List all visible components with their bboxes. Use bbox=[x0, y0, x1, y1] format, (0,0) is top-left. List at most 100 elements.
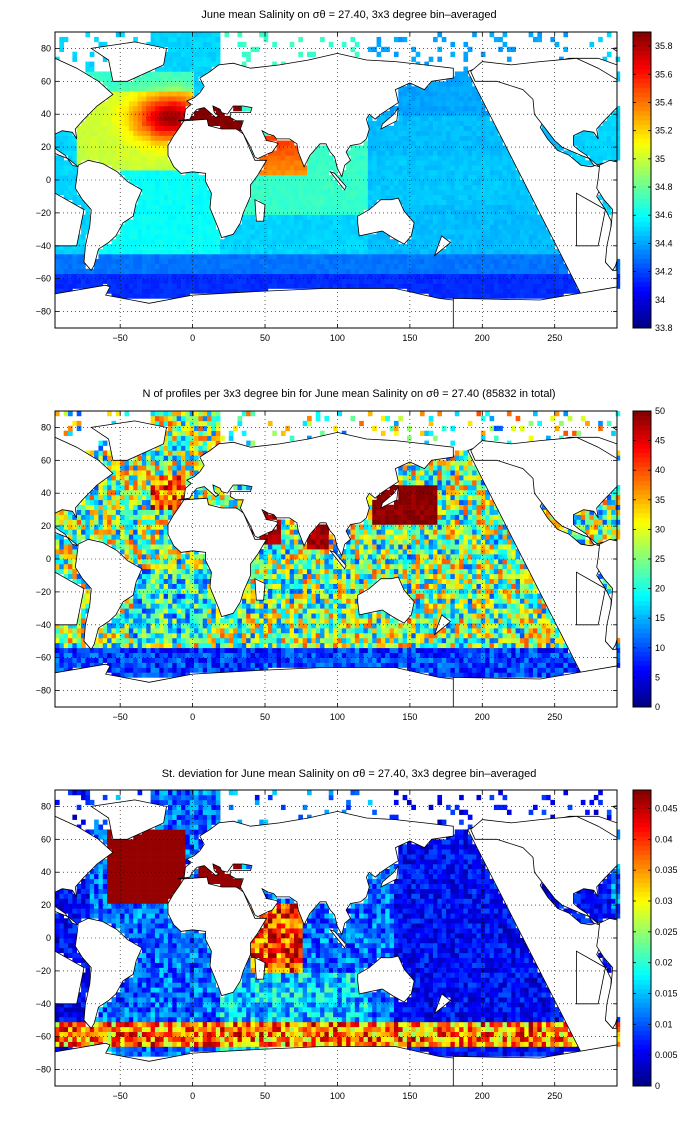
heatmap-cell bbox=[159, 180, 164, 186]
heatmap-cell bbox=[154, 460, 160, 466]
heatmap-cell bbox=[328, 273, 334, 279]
heatmap-cell bbox=[293, 268, 299, 275]
heatmap-cell bbox=[406, 244, 412, 250]
heatmap-cell bbox=[167, 489, 173, 496]
heatmap-cell bbox=[511, 219, 516, 225]
heatmap-cell bbox=[615, 76, 621, 82]
heatmap-cell bbox=[102, 489, 108, 496]
heatmap-cell bbox=[550, 258, 556, 265]
heatmap-cell bbox=[459, 120, 464, 127]
heatmap-cell bbox=[302, 199, 308, 205]
heatmap-cell bbox=[176, 254, 182, 260]
heatmap-cell bbox=[228, 115, 234, 122]
heatmap-cell bbox=[263, 224, 269, 230]
heatmap-cell bbox=[172, 219, 177, 225]
heatmap-cell bbox=[68, 263, 73, 270]
heatmap-cell bbox=[337, 283, 343, 289]
heatmap-cell bbox=[402, 273, 408, 279]
heatmap-cell bbox=[163, 140, 169, 146]
heatmap-cell bbox=[63, 647, 69, 654]
heatmap-cell bbox=[354, 219, 360, 225]
heatmap-cell bbox=[467, 268, 473, 275]
heatmap-cell bbox=[376, 278, 382, 284]
heatmap-cell bbox=[120, 549, 125, 555]
heatmap-cell bbox=[411, 209, 416, 215]
heatmap-cell bbox=[141, 175, 147, 181]
heatmap-cell bbox=[107, 135, 112, 141]
heatmap-cell bbox=[354, 239, 360, 245]
heatmap-cell bbox=[63, 258, 69, 265]
heatmap-cell bbox=[502, 155, 508, 161]
heatmap-cell bbox=[111, 239, 117, 245]
heatmap-cell bbox=[298, 249, 303, 255]
heatmap-cell bbox=[163, 41, 169, 48]
heatmap-cell bbox=[146, 180, 151, 186]
heatmap-cell bbox=[446, 288, 451, 294]
heatmap-cell bbox=[224, 239, 230, 245]
heatmap-cell bbox=[241, 61, 247, 67]
heatmap-cell bbox=[315, 189, 321, 196]
heatmap-cell bbox=[472, 283, 477, 289]
heatmap-cell bbox=[163, 155, 169, 161]
heatmap-cell bbox=[441, 81, 447, 87]
heatmap-cell bbox=[298, 51, 303, 57]
heatmap-cell bbox=[150, 504, 156, 510]
heatmap-cell bbox=[68, 534, 73, 540]
heatmap-cell bbox=[63, 667, 69, 673]
heatmap-cell bbox=[81, 145, 86, 151]
heatmap-cell bbox=[150, 563, 156, 570]
heatmap-cell bbox=[211, 46, 217, 53]
heatmap-cell bbox=[541, 278, 547, 284]
heatmap-cell bbox=[411, 91, 416, 97]
heatmap-cell bbox=[120, 603, 125, 609]
heatmap-cell bbox=[163, 165, 169, 171]
heatmap-cell bbox=[450, 268, 456, 275]
heatmap-cell bbox=[433, 150, 438, 156]
heatmap-cell bbox=[133, 278, 138, 284]
heatmap-cell bbox=[137, 194, 143, 201]
heatmap-cell bbox=[467, 120, 473, 127]
heatmap-cell bbox=[289, 175, 295, 181]
x-tick-label: 250 bbox=[547, 333, 562, 343]
heatmap-cell bbox=[302, 219, 308, 225]
colorbar-segment bbox=[633, 193, 651, 199]
heatmap-cell bbox=[311, 204, 317, 210]
heatmap-cell bbox=[181, 46, 186, 53]
heatmap-cell bbox=[254, 180, 260, 186]
heatmap-cell bbox=[454, 254, 460, 260]
heatmap-cell bbox=[120, 244, 125, 250]
heatmap-cell bbox=[463, 189, 469, 196]
heatmap-cell bbox=[467, 204, 473, 210]
heatmap-cell bbox=[346, 224, 351, 230]
heatmap-cell bbox=[259, 268, 264, 275]
heatmap-cell bbox=[311, 180, 317, 186]
heatmap-cell bbox=[120, 672, 125, 678]
heatmap-cell bbox=[424, 184, 430, 191]
heatmap-cell bbox=[141, 509, 147, 515]
heatmap-cell bbox=[480, 175, 486, 181]
heatmap-cell bbox=[285, 249, 290, 255]
heatmap-cell bbox=[485, 189, 490, 196]
heatmap-cell bbox=[150, 450, 156, 456]
heatmap-cell bbox=[367, 46, 373, 53]
heatmap-cell bbox=[502, 180, 508, 186]
heatmap-cell bbox=[176, 184, 182, 191]
heatmap-cell bbox=[415, 160, 421, 166]
heatmap-cell bbox=[402, 184, 408, 191]
heatmap-cell bbox=[302, 165, 308, 171]
heatmap-cell bbox=[254, 249, 260, 255]
heatmap-cell bbox=[120, 633, 125, 639]
heatmap-cell bbox=[89, 130, 95, 136]
heatmap-cell bbox=[333, 234, 338, 240]
heatmap-cell bbox=[415, 130, 421, 136]
heatmap-cell bbox=[85, 155, 91, 161]
heatmap-cell bbox=[615, 110, 621, 117]
heatmap-cell bbox=[420, 219, 425, 225]
heatmap-cell bbox=[350, 36, 356, 43]
heatmap-cell bbox=[524, 254, 529, 260]
heatmap-cell bbox=[393, 239, 399, 245]
heatmap-cell bbox=[476, 194, 482, 201]
heatmap-cell bbox=[302, 258, 308, 265]
heatmap-cell bbox=[511, 224, 516, 230]
heatmap-cell bbox=[315, 155, 321, 161]
